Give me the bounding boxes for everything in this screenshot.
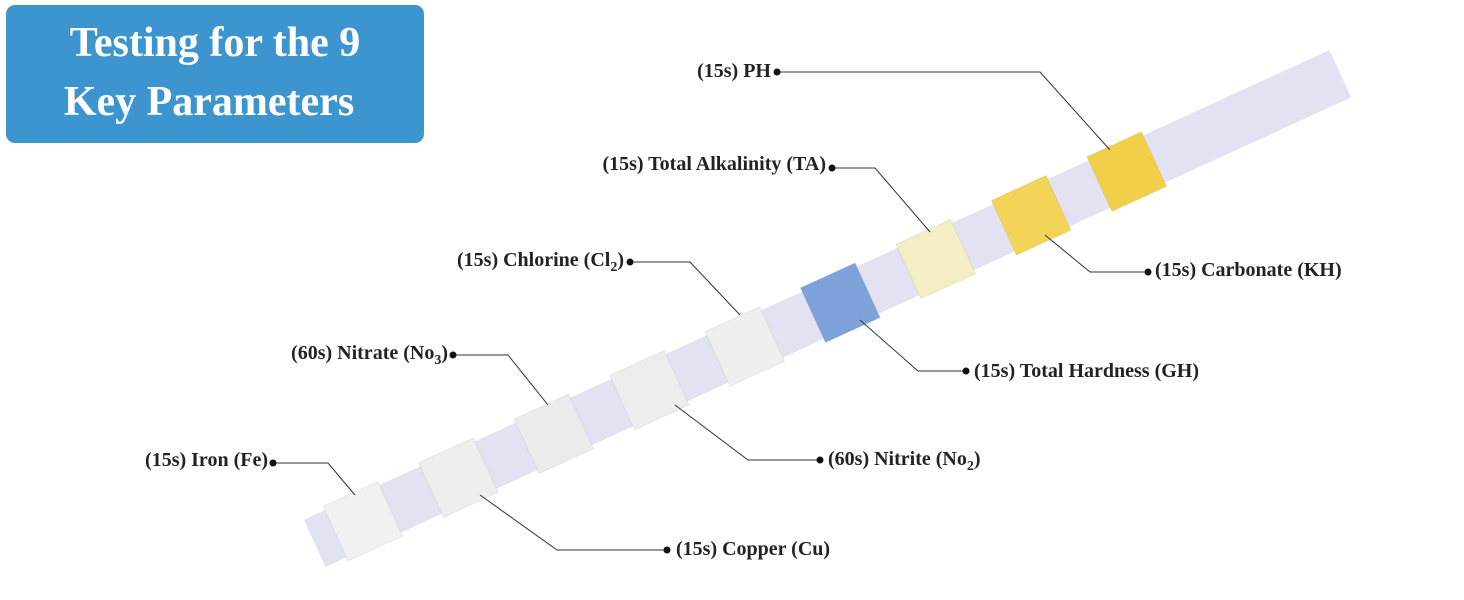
parameter-label: (15s) Carbonate (KH) [1155,259,1342,281]
leader-dot [773,68,781,76]
leader-line [273,462,356,496]
leader-line [1044,234,1148,273]
leader-dot [816,456,824,464]
label-text: (60s) Nitrite (No [828,448,967,470]
leaders [269,68,1152,554]
leader-line [453,354,549,406]
test-pad [704,306,786,387]
label-text: (15s) PH [697,60,771,82]
parameter-label: (15s) Chlorine (Cl2) [457,249,624,276]
test-pad [990,174,1072,256]
label-text: (60s) Nitrate (No [291,342,434,364]
test-pad [895,218,977,300]
test-pad [322,480,404,562]
leader-line [630,261,741,316]
label-subscript: 3 [434,353,441,368]
leader-dot [828,164,836,172]
parameter-label: (15s) PH [697,60,771,82]
label-text: (15s) Chlorine (Cl [457,249,611,271]
label-text: (15s) Copper (Cu) [676,538,830,560]
leader-dot [1144,268,1152,276]
leader-dot [962,367,970,375]
label-text: (15s) Iron (Fe) [145,449,268,471]
label-end: ) [441,342,448,364]
leader-dot [449,351,457,359]
label-text: (15s) Total Hardness (GH) [974,360,1199,382]
title-line: Testing for the 9 [70,20,361,66]
leader-line [674,404,820,461]
leader-line [479,494,667,551]
leader-line [777,71,1111,151]
leader-line [832,167,931,233]
parameter-label: (60s) Nitrate (No3) [291,342,448,369]
test-pad [799,262,881,344]
leader-dot [626,258,634,266]
title-line: Key Parameters [64,79,354,125]
parameter-label: (15s) Total Alkalinity (TA) [602,153,826,175]
title-box [6,5,424,143]
test-pad [608,349,690,431]
label-end: ) [974,448,981,470]
test-strip [303,50,1352,567]
parameter-label: (15s) Iron (Fe) [145,449,268,471]
leader-line [859,319,966,372]
test-pad [417,437,499,518]
label-end: ) [617,249,624,271]
label-subscript: 2 [610,260,617,275]
test-pad [1086,131,1168,213]
label-text: (15s) Carbonate (KH) [1155,259,1342,281]
test-pad [513,393,595,475]
parameter-label: (60s) Nitrite (No2) [828,448,981,475]
leader-dot [663,546,671,554]
parameter-label: (15s) Copper (Cu) [676,538,830,560]
label-subscript: 2 [967,459,974,474]
labels: (15s) Iron (Fe) (15s) Copper (Cu) (60s) Ni… [145,60,1342,560]
parameter-label: (15s) Total Hardness (GH) [974,360,1199,382]
label-text: (15s) Total Alkalinity (TA) [602,153,826,175]
leader-dot [269,459,277,467]
